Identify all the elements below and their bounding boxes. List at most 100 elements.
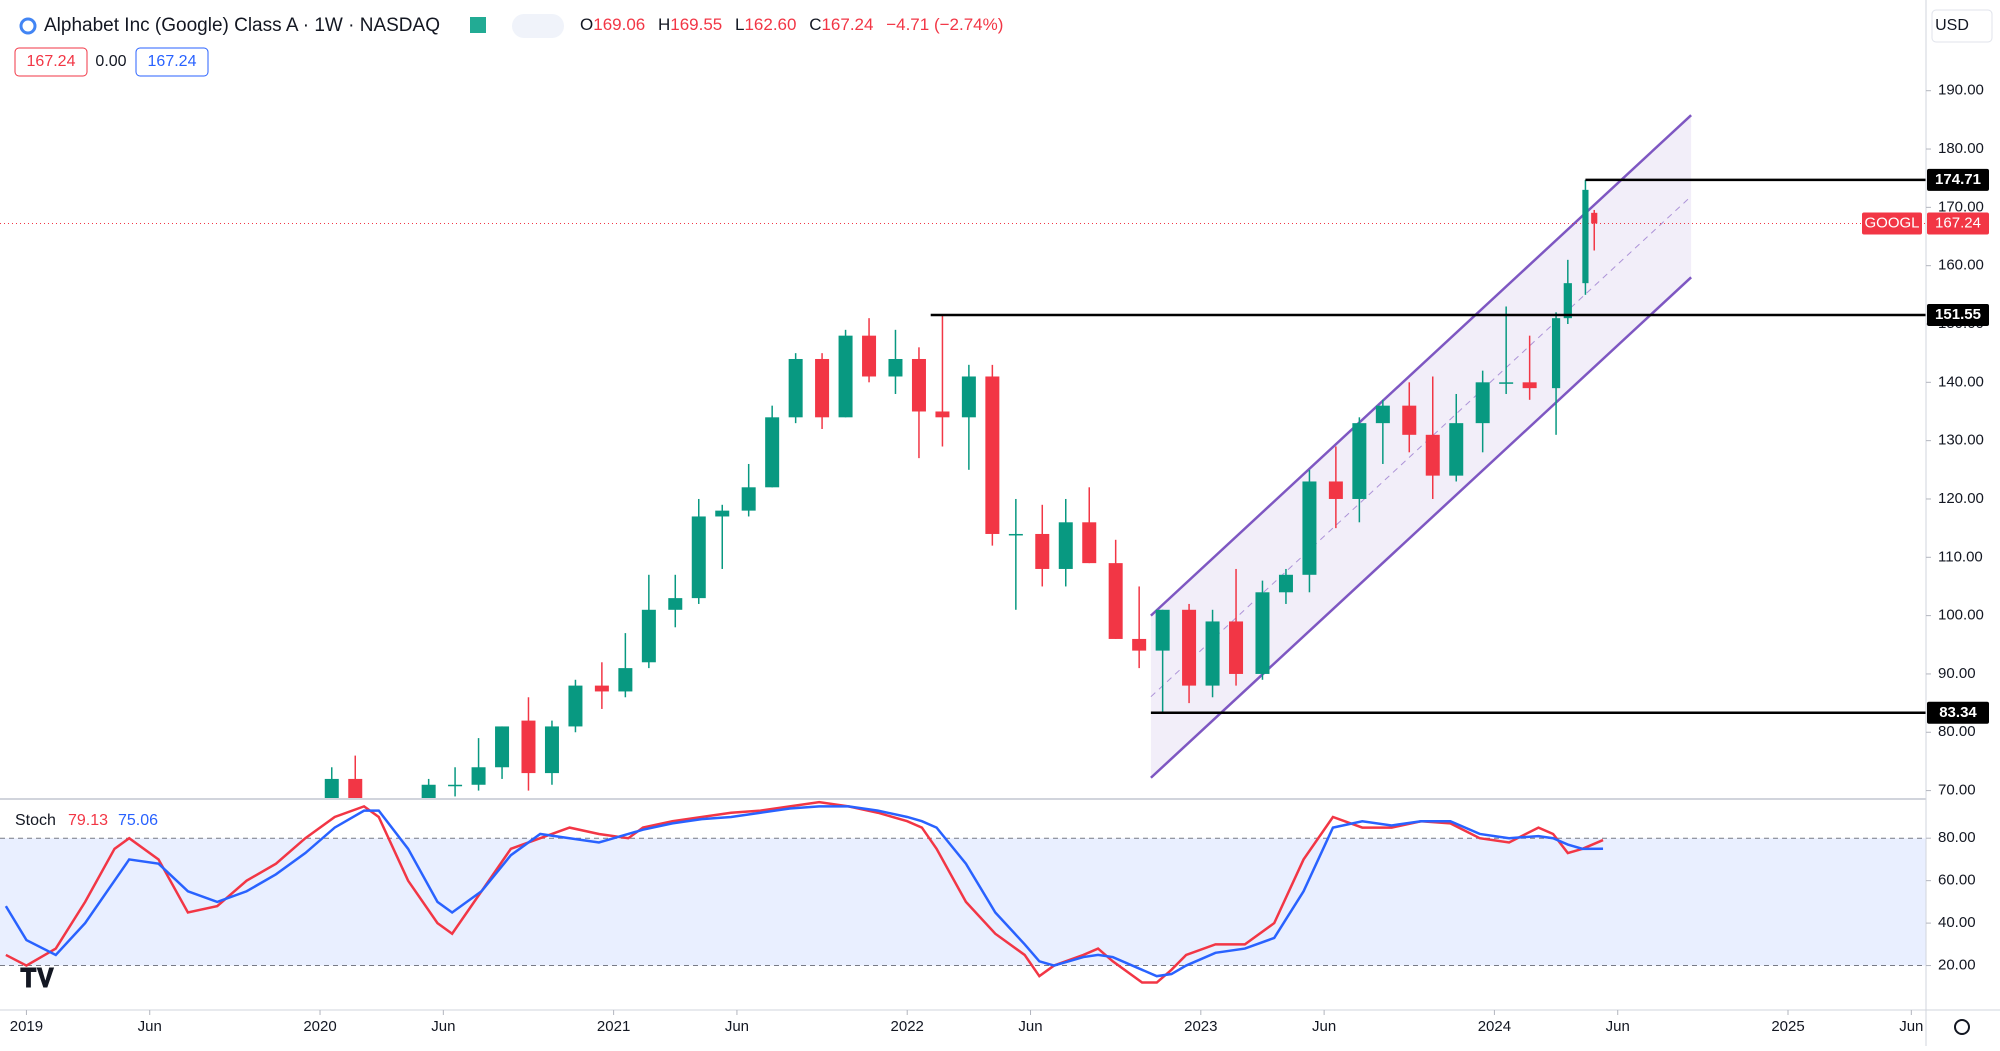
candle-body: [1155, 609, 1170, 651]
candle-body: [421, 784, 436, 798]
candle-body: [348, 778, 363, 798]
stoch-line: [4, 805, 1604, 978]
candle-body: [1255, 592, 1270, 674]
candle-body: [471, 767, 486, 785]
candle-body: [1402, 405, 1417, 435]
y-tick-label: 70.00: [1938, 782, 1976, 799]
y-tick-label: 80.00: [1938, 723, 1976, 740]
candle-body: [495, 726, 510, 768]
candle-body: [521, 720, 536, 774]
x-tick-label: Jun: [1312, 1018, 1336, 1035]
symbol-tag: [1862, 212, 1922, 235]
axes: 70.00 80.00 90.00 100.00 110.00 120.00 130.00 1…: [10, 82, 1989, 1035]
last-price-label: 167.24: [1935, 214, 1981, 231]
channel-lower: [1150, 276, 1692, 779]
x-tick-label: 2023: [1184, 1018, 1217, 1035]
stoch-d-value: 75.06: [118, 812, 158, 829]
bid-box[interactable]: [14, 47, 88, 77]
y-tick-label: 130.00: [1938, 432, 1984, 449]
level-label: 83.34: [1939, 704, 1977, 721]
candle-body: [935, 411, 950, 418]
candle-body: [862, 335, 877, 377]
candle-body: [815, 358, 830, 418]
candle-body: [1551, 318, 1561, 389]
ohlc: O169.06 H169.55 L162.60 C167.24 −4.71 (−…: [580, 15, 1003, 34]
ask-box[interactable]: [135, 47, 209, 77]
y-tick-label: 180.00: [1938, 140, 1984, 157]
candle-body: [961, 376, 976, 418]
symbol-title: Alphabet Inc (Google) Class A · 1W · NAS…: [44, 15, 440, 36]
candle-body: [1058, 522, 1073, 569]
candle-body: [985, 376, 1000, 534]
y-tick-label: 120.00: [1938, 490, 1984, 507]
candle-body: [1475, 382, 1490, 424]
logo: [19, 17, 37, 35]
candle-body: [568, 685, 583, 727]
candle-body: [1375, 405, 1390, 424]
x-tick-label: 2024: [1478, 1018, 1511, 1035]
x-tick-label: Jun: [1899, 1018, 1923, 1035]
candle-body: [641, 609, 656, 663]
candle-body: [1499, 382, 1514, 384]
tv-logo: 𝐓𝐕: [20, 963, 55, 993]
stoch-lines: [4, 800, 1604, 984]
candle-body: [544, 726, 559, 774]
x-tick-label: Jun: [1606, 1018, 1630, 1035]
candle-body: [741, 487, 756, 511]
stoch-pane: [0, 837, 1926, 967]
stoch-band: [0, 838, 1926, 966]
candle-body: [1278, 574, 1293, 593]
price-pane: [0, 114, 1926, 798]
x-tick-label: 2021: [597, 1018, 630, 1035]
level-label: 151.55: [1935, 306, 1981, 323]
candle-body: [1591, 212, 1598, 224]
currency-button[interactable]: [1931, 9, 1993, 43]
y-tick-label: 140.00: [1938, 373, 1984, 390]
settings-icon[interactable]: [1954, 1019, 1970, 1035]
candle-body: [618, 668, 633, 692]
flag-icon[interactable]: [470, 17, 486, 33]
x-tick-label: 2019: [10, 1018, 43, 1035]
y-tick-label: 60.00: [1938, 872, 1976, 889]
candle-body: [448, 784, 463, 787]
candle-body: [1205, 621, 1220, 686]
candle-body: [594, 685, 609, 692]
y-tick-label: 20.00: [1938, 957, 1976, 974]
ask: 167.24: [148, 53, 197, 70]
y-tick-label: 40.00: [1938, 914, 1976, 931]
channel-mid: [1150, 195, 1692, 698]
candle-body: [1328, 481, 1343, 499]
bid: 167.24: [27, 53, 76, 70]
x-tick-label: Jun: [725, 1018, 749, 1035]
candle-body: [1035, 533, 1050, 569]
candle-body: [1132, 638, 1147, 651]
candle-body: [1582, 189, 1589, 284]
candle-body: [1302, 481, 1317, 575]
candle-body: [1082, 522, 1097, 564]
symbol-tag-label: GOOGL: [1864, 214, 1919, 231]
level-tag: [1927, 701, 1989, 724]
level-tag: [1927, 168, 1989, 191]
candle-body: [911, 358, 926, 412]
y-tick-label: 80.00: [1938, 829, 1976, 846]
candle-body: [765, 417, 780, 488]
y-tick-label: 100.00: [1938, 607, 1984, 624]
y-tick-label: 90.00: [1938, 665, 1976, 682]
candle-body: [668, 598, 683, 610]
x-tick-label: Jun: [431, 1018, 455, 1035]
candle-body: [1182, 609, 1197, 686]
x-tick-label: Jun: [1018, 1018, 1042, 1035]
level-label: 174.71: [1935, 171, 1981, 188]
x-tick-label: 2020: [303, 1018, 336, 1035]
toggle[interactable]: [512, 14, 564, 38]
last-price-tag: [1927, 212, 1989, 235]
x-tick-label: 2022: [891, 1018, 924, 1035]
candle-body: [1008, 533, 1023, 536]
y-tick-label: 170.00: [1938, 198, 1984, 215]
channel-upper: [1150, 114, 1692, 617]
x-tick-label: Jun: [138, 1018, 162, 1035]
candle-body: [1425, 434, 1440, 476]
y-tick-label: 110.00: [1938, 548, 1983, 565]
